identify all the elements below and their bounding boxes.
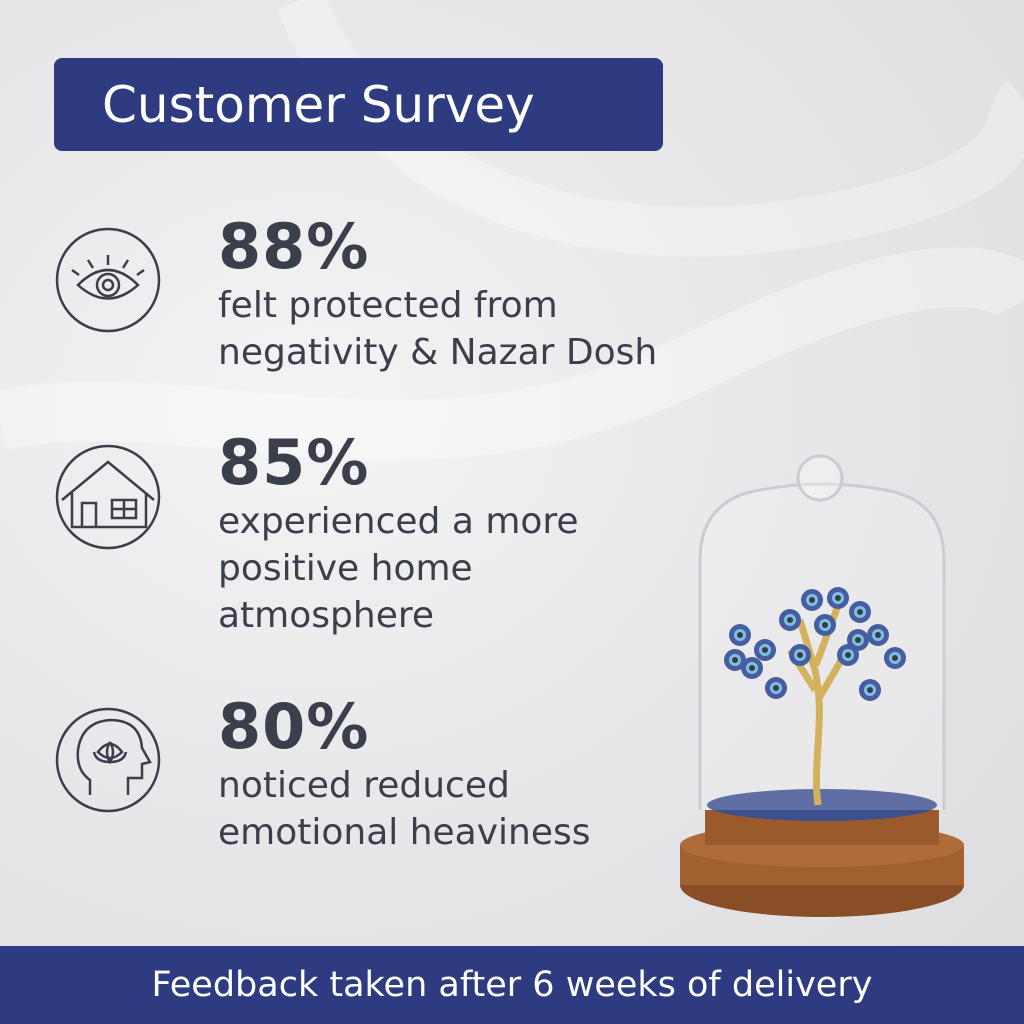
fabric-fold [0, 247, 1024, 461]
bead [787, 617, 793, 623]
footer-banner: Feedback taken after 6 weeks of delivery [0, 946, 1024, 1024]
stat-description: atmosphere [218, 595, 434, 636]
bead [749, 665, 755, 671]
icon-circle [55, 227, 161, 333]
bead [737, 632, 743, 638]
bead [809, 597, 815, 603]
bead [822, 622, 828, 628]
stat-description: noticed reduced [218, 765, 510, 806]
bead [857, 609, 863, 615]
lotus-icon [92, 741, 128, 765]
bead [797, 652, 803, 658]
icons [55, 227, 161, 813]
beads [724, 587, 906, 701]
glass-dome [698, 482, 946, 810]
eye-icon [76, 268, 140, 300]
stat: 88% felt protected from negativity & Nazar… [218, 212, 657, 376]
house-icon [61, 460, 155, 529]
head-icon [76, 718, 152, 795]
title-banner: Customer Survey [54, 58, 663, 151]
eye-icon [95, 272, 121, 298]
bead [855, 637, 861, 643]
stone-bed [707, 789, 937, 821]
stat: 85% experienced a more positive home atmosp… [218, 428, 579, 639]
stat: 80% noticed reduced emotional heaviness [218, 692, 591, 856]
product-image [680, 454, 964, 917]
eye-icon [71, 255, 145, 277]
bead [835, 595, 841, 601]
bead [773, 685, 779, 691]
stat-description: emotional heaviness [218, 812, 591, 853]
glass-knob [796, 454, 844, 502]
icon-circle [55, 444, 161, 550]
bead [875, 632, 881, 638]
footer-text: Feedback taken after 6 weeks of delivery [151, 965, 873, 1005]
bead [762, 647, 768, 653]
stat-description: positive home [218, 548, 473, 589]
eye-icon [101, 278, 115, 292]
bead [892, 655, 898, 661]
title: Customer Survey [102, 75, 535, 134]
bead [845, 652, 851, 658]
stat-value: 85% [218, 426, 370, 499]
icon-circle [55, 707, 161, 813]
tree-trunk [787, 598, 854, 806]
bead [867, 687, 873, 693]
stat-value: 80% [218, 690, 370, 763]
stat-description: negativity & Nazar Dosh [218, 332, 658, 373]
bead [732, 657, 738, 663]
stat-value: 88% [218, 210, 370, 283]
stat-description: felt protected from [218, 285, 558, 326]
stat-description: experienced a more [218, 501, 579, 542]
